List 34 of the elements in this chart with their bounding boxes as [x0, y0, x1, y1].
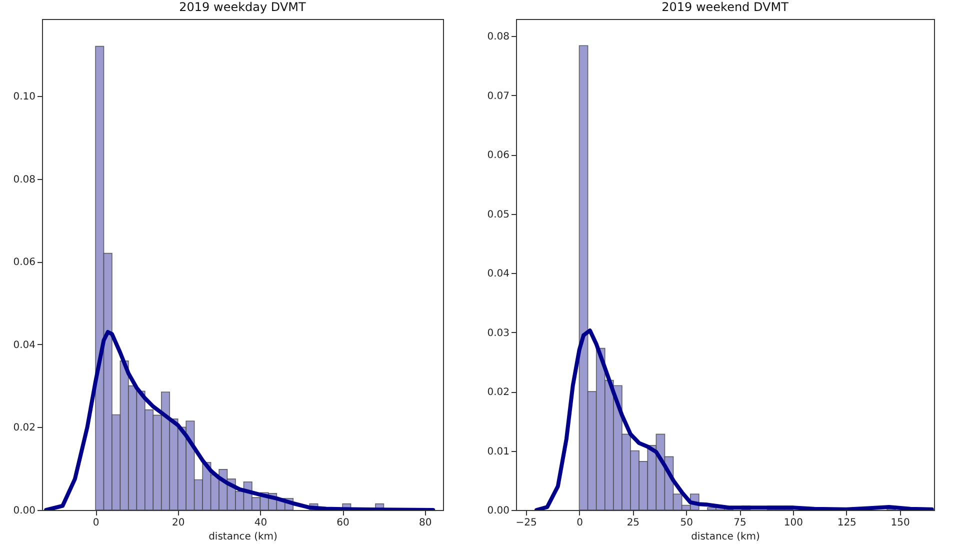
x-tick-label: −25	[516, 518, 537, 528]
y-tick-label: 0.07	[487, 90, 510, 102]
line-series	[534, 328, 934, 510]
x-tick-label: 100	[784, 518, 804, 528]
x-tick-label: 40	[254, 518, 268, 528]
x-tick-label: 60	[336, 518, 350, 528]
y-tick-label: 0.05	[487, 209, 510, 220]
x-tick-label: 20	[172, 518, 185, 528]
y-tick-label: 0.00	[487, 506, 510, 516]
line-series	[44, 330, 436, 510]
y-tick-label: 0.06	[487, 150, 510, 162]
x-tick-label: 25	[626, 518, 640, 528]
x-tick-label: 80	[419, 518, 432, 528]
y-tick-label: 0.01	[487, 446, 510, 458]
x-axis-title: distance (km)	[208, 532, 278, 542]
y-tick-label: 0.04	[487, 268, 510, 280]
x-axis-title: distance (km)	[691, 532, 760, 542]
chart-title: 2019 weekday DVMT	[179, 0, 307, 14]
y-tick-label: 0.04	[13, 340, 36, 351]
x-tick-label: 75	[734, 518, 746, 528]
x-tick-label: 0	[576, 518, 583, 528]
x-tick-label: 150	[890, 518, 910, 528]
x-tick-label: 50	[680, 518, 693, 528]
y-tick-label: 0.03	[487, 328, 510, 339]
y-tick-label: 0.00	[13, 506, 36, 516]
y-tick-label: 0.02	[13, 422, 36, 434]
y-tick-label: 0.08	[487, 32, 510, 43]
chart-title: 2019 weekend DVMT	[662, 0, 790, 14]
x-tick-label: 125	[837, 518, 856, 528]
y-tick-label: 0.10	[13, 92, 36, 103]
y-tick-label: 0.08	[13, 174, 36, 186]
y-tick-label: 0.06	[13, 257, 36, 268]
x-tick-label: 0	[92, 518, 100, 528]
y-tick-label: 0.02	[487, 387, 510, 398]
